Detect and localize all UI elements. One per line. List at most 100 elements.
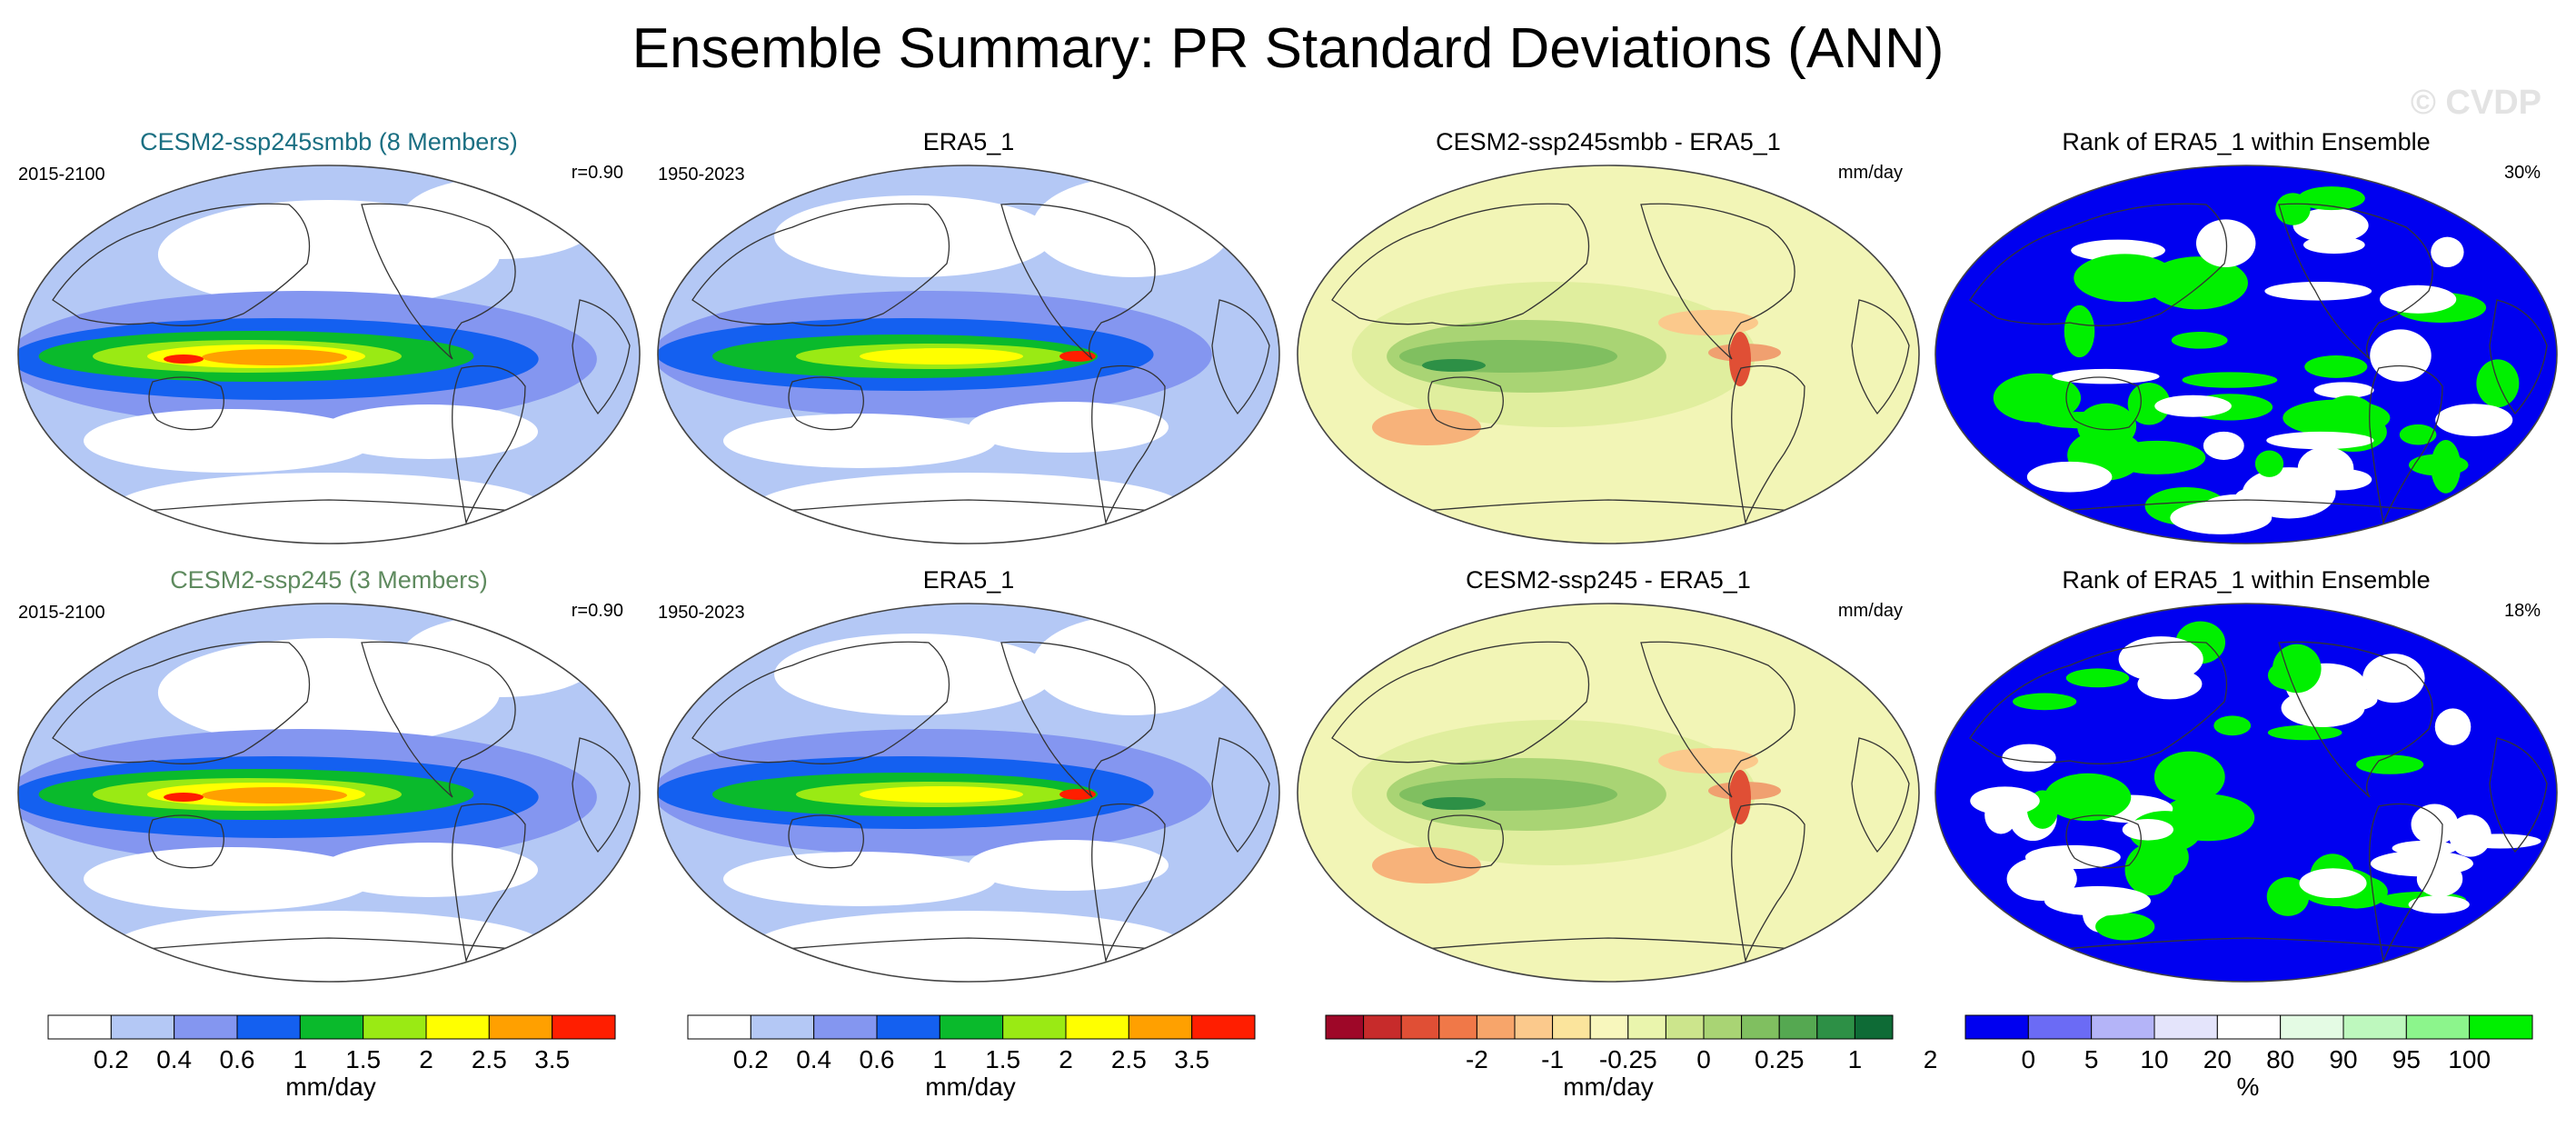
colorbar-tick-label: 2	[1923, 1045, 1938, 1073]
rank-patch	[2002, 744, 2056, 772]
coastline-south-america	[2369, 364, 2443, 525]
map-obs-row1	[657, 165, 1280, 544]
colorbar-tick-label: 0.6	[859, 1045, 895, 1073]
rank-patch	[2408, 895, 2470, 913]
band-3.5	[202, 349, 347, 365]
map-border	[1934, 603, 2558, 983]
colorbar-swatch	[47, 1014, 112, 1040]
rank-patch	[2074, 254, 2176, 303]
low-variability-south	[751, 911, 1187, 982]
rank-patch	[2024, 844, 2121, 870]
map-border	[657, 603, 1280, 983]
rank-patch	[2065, 668, 2130, 688]
figure-title: Ensemble Summary: PR Standard Deviations…	[632, 17, 1944, 80]
rank-percent-label: 30%	[2503, 163, 2541, 183]
coastline-africa	[1851, 737, 1910, 853]
band-2.5	[860, 786, 1023, 803]
coastline-australia	[2065, 376, 2142, 431]
low-variability-arctic	[1032, 177, 1232, 277]
coastline-south-america	[1731, 364, 1805, 525]
colorbar-swatch	[1778, 1014, 1818, 1040]
std-colorbar-1	[47, 1014, 616, 1040]
coastline-africa	[1211, 299, 1270, 415]
colorbar-swatch	[236, 1014, 301, 1040]
colorbar-swatch	[363, 1014, 427, 1040]
coastline-africa	[572, 737, 631, 853]
colorbar-swatch	[1589, 1014, 1629, 1040]
band-3.5	[202, 787, 347, 804]
colorbar-swatch	[1363, 1014, 1402, 1040]
colorbar-swatch	[2027, 1014, 2093, 1040]
colorbar-tick-label: 100	[2448, 1045, 2491, 1073]
rank-patch	[2325, 687, 2378, 712]
coastline-antarctica	[755, 499, 1184, 514]
subtropical-dry-south	[723, 852, 996, 906]
panel-title: CESM2-ssp245 - ERA5_1	[1466, 566, 1751, 594]
low-variability-arctic	[1032, 615, 1232, 715]
rank-patch	[1993, 373, 2082, 423]
rank-patch	[2122, 818, 2173, 841]
diff-negative-north	[1658, 310, 1758, 335]
coastline-south-america	[1091, 803, 1166, 963]
colorbar-swatch	[174, 1014, 238, 1040]
colorbar-swatch	[1476, 1014, 1516, 1040]
rank-patch	[2411, 804, 2459, 845]
rank-patch	[2044, 885, 2151, 916]
panel-title: ERA5_1	[922, 566, 1015, 594]
rank-patch	[2267, 661, 2310, 690]
colorbar-tick-label: 10	[2140, 1045, 2169, 1073]
rank-patch	[2254, 450, 2284, 477]
subtropical-dry-south	[723, 414, 996, 468]
map-std-row1	[17, 165, 641, 544]
colorbar-tick-label: 20	[2203, 1045, 2232, 1073]
colorbar-tick-label: 2	[1059, 1045, 1073, 1073]
map-border	[657, 165, 1280, 544]
coastline-antarctica	[755, 937, 1184, 953]
rank-patch	[2476, 359, 2520, 408]
subtropical-dry-east	[969, 402, 1169, 453]
colorbar-swatch	[2405, 1014, 2471, 1040]
rank-patch	[2095, 913, 2155, 941]
rank-patch	[2195, 219, 2256, 267]
coastline-north-america	[1000, 203, 1156, 360]
colorbar-tick-label: 0.25	[1754, 1045, 1805, 1073]
subtropical-dry-east	[969, 840, 1169, 891]
coastline-eurasia	[52, 203, 311, 326]
colorbar-swatch	[1816, 1014, 1855, 1040]
rank-patch	[2431, 440, 2462, 494]
panel-title: CESM2-ssp245smbb (8 Members)	[140, 128, 518, 155]
coastline-australia	[1427, 376, 1504, 431]
period-label: 2015-2100	[18, 603, 105, 623]
colorbar-swatch	[1741, 1014, 1780, 1040]
colorbar-swatch	[2280, 1014, 2344, 1040]
colorbar-swatch	[2342, 1014, 2407, 1040]
map-diff-row2	[1297, 603, 1920, 983]
coastline-eurasia	[1331, 203, 1590, 326]
coastline-africa	[2489, 737, 2548, 853]
colorbar-tick-label: -1	[1541, 1045, 1565, 1073]
diff-colorbar	[1325, 1014, 1894, 1040]
coastline-south-america	[452, 364, 526, 525]
colorbar-tick-label: 0.2	[732, 1045, 769, 1073]
colorbar-swatch	[488, 1014, 553, 1040]
coastline-south-america	[1091, 364, 1166, 525]
colorbar-tick-label: 0.2	[93, 1045, 129, 1073]
rank-patch	[2052, 368, 2160, 384]
panel-title: Rank of ERA5_1 within Ensemble	[2062, 566, 2431, 594]
period-label: 1950-2023	[658, 603, 745, 623]
colorbar-tick-label: 0.4	[156, 1045, 193, 1073]
low-variability-south	[111, 473, 547, 544]
colorbar-tick-label: 2.5	[1110, 1045, 1147, 1073]
colorbar-units: %	[2236, 1073, 2260, 1101]
low-variability-arctic	[402, 615, 602, 697]
colorbar-swatch	[2469, 1014, 2533, 1040]
coastline-eurasia	[1969, 641, 2228, 764]
band-max	[164, 793, 204, 802]
coastline-eurasia	[1331, 641, 1590, 764]
panel-title: Rank of ERA5_1 within Ensemble	[2062, 128, 2431, 155]
rank-patch	[2044, 773, 2132, 822]
coastline-australia	[1427, 814, 1504, 869]
coastline-north-america	[1640, 641, 1795, 798]
colorbar-tick-label: 5	[2084, 1045, 2099, 1073]
rank-patch	[2264, 281, 2372, 301]
